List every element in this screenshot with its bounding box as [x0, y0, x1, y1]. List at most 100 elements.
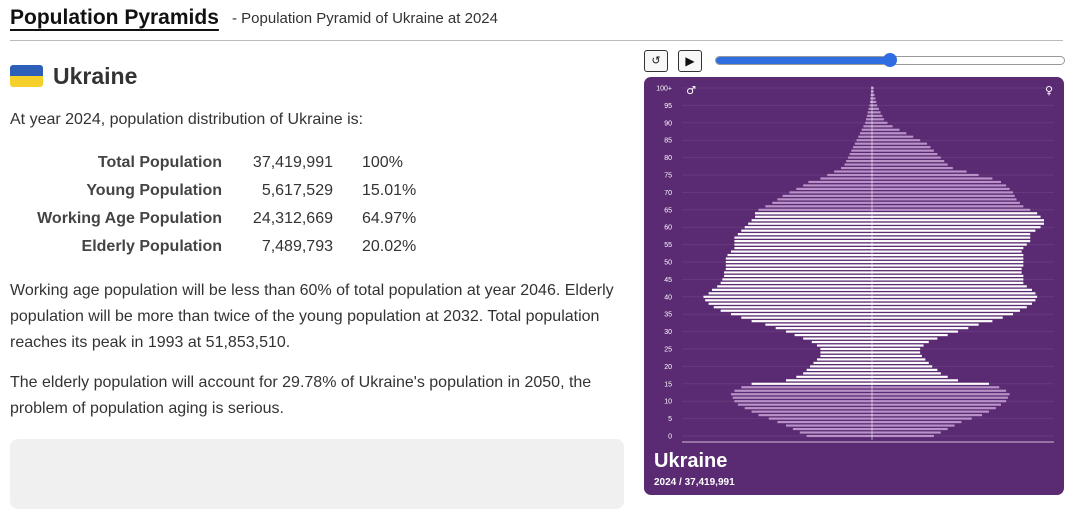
female-bar	[872, 320, 993, 323]
play-button[interactable]: ▶	[678, 50, 702, 72]
age-tick-label: 90	[664, 120, 672, 127]
age-tick-label: 95	[664, 103, 672, 110]
male-bar	[772, 201, 872, 204]
male-bar	[730, 393, 872, 396]
male-bar	[712, 288, 872, 291]
male-bar	[734, 247, 872, 250]
female-bar	[872, 410, 989, 413]
female-bar	[872, 379, 958, 382]
site-title-link[interactable]: Population Pyramids	[10, 6, 219, 29]
male-bar	[725, 264, 872, 267]
age-tick-label: 20	[664, 364, 672, 371]
male-bar	[816, 358, 872, 361]
female-bar	[872, 125, 893, 128]
female-bar	[872, 393, 1010, 396]
male-bar	[844, 163, 872, 166]
female-bar	[872, 201, 1020, 204]
page-header: Population Pyramids - Population Pyramid…	[10, 4, 1063, 41]
stat-value: 7,489,793	[261, 238, 333, 255]
male-bar	[720, 309, 872, 312]
female-bar	[872, 205, 1024, 208]
female-bar	[872, 93, 875, 97]
stat-percent: 64.97%	[362, 210, 417, 227]
male-bar	[870, 90, 872, 93]
age-tick-label: 30	[664, 329, 672, 336]
stat-value: 37,419,991	[252, 154, 333, 171]
female-bar	[872, 323, 979, 326]
female-bar	[872, 111, 881, 114]
ukraine-flag-icon	[10, 65, 43, 87]
male-bar	[734, 243, 872, 246]
male-bar	[748, 222, 872, 225]
male-bar	[863, 125, 872, 128]
female-bar	[872, 243, 1027, 246]
male-bar	[708, 292, 872, 295]
female-bar	[872, 368, 938, 371]
male-bar	[786, 379, 872, 382]
female-bar	[872, 187, 1010, 190]
reset-icon: ↺	[651, 55, 661, 67]
male-bar	[810, 365, 872, 368]
male-bar	[796, 375, 872, 378]
male-bar	[853, 146, 872, 149]
female-bar	[872, 236, 1031, 239]
female-bar	[872, 135, 914, 138]
stat-percent: 15.01%	[362, 182, 417, 199]
male-bar	[808, 180, 872, 184]
male-bar	[851, 149, 872, 152]
stat-row-working-age: Working Age Population 24,312,669 64.97%	[10, 206, 430, 234]
male-bar	[751, 219, 872, 222]
male-bar	[869, 104, 872, 107]
male-bar	[847, 156, 872, 159]
male-bar	[755, 212, 872, 215]
female-bar	[872, 407, 996, 410]
female-bar	[872, 194, 1015, 197]
female-bar	[872, 327, 969, 330]
male-bar	[775, 327, 872, 330]
female-bar	[872, 389, 1007, 392]
male-bar	[849, 153, 872, 156]
male-bar	[730, 250, 872, 253]
female-bar	[872, 372, 941, 375]
male-bar	[820, 347, 872, 351]
female-bar	[872, 414, 983, 417]
age-tick-label: 85	[664, 138, 672, 145]
year-slider-thumb[interactable]	[883, 53, 897, 67]
male-bar	[861, 128, 872, 131]
male-bar	[856, 139, 872, 142]
female-bar	[872, 306, 1027, 309]
male-bar	[722, 278, 872, 281]
year-slider[interactable]	[715, 53, 1065, 67]
age-tick-label: 65	[664, 207, 672, 214]
female-bar	[872, 403, 1001, 406]
reset-button[interactable]: ↺	[644, 50, 668, 72]
male-bar	[703, 295, 872, 298]
male-bar	[786, 330, 872, 333]
male-bar	[869, 100, 872, 103]
male-bar	[777, 421, 872, 424]
chart-country-label: Ukraine	[654, 450, 728, 472]
male-bar	[734, 400, 872, 403]
male-bar	[751, 382, 872, 385]
male-bar	[803, 372, 872, 375]
stat-label: Working Age Population	[37, 210, 222, 227]
male-bar	[786, 424, 872, 427]
female-bar	[872, 184, 1007, 187]
male-bar	[741, 229, 872, 232]
male-bar	[820, 354, 872, 358]
female-bar	[872, 128, 900, 131]
male-bar	[765, 323, 872, 326]
female-bar	[872, 264, 1024, 267]
pyramid-svg: 0 5 10 15 20 25 30 35 40 45 50 55 60 65 70 75 80 85 90 95 10…	[656, 84, 1054, 443]
female-bar	[872, 281, 1024, 284]
female-bar	[872, 191, 1014, 194]
female-bar	[872, 299, 1036, 302]
male-bar	[705, 299, 872, 302]
male-bar	[751, 410, 872, 413]
aging-paragraph: The elderly population will account for …	[10, 374, 592, 417]
country-info-panel: Ukraine At year 2024, population distrib…	[10, 58, 625, 417]
page-subtitle: - Population Pyramid of Ukraine at 2024	[232, 10, 498, 27]
female-bar	[872, 288, 1032, 291]
age-tick-label: 25	[664, 347, 672, 354]
female-bar	[872, 250, 1022, 253]
